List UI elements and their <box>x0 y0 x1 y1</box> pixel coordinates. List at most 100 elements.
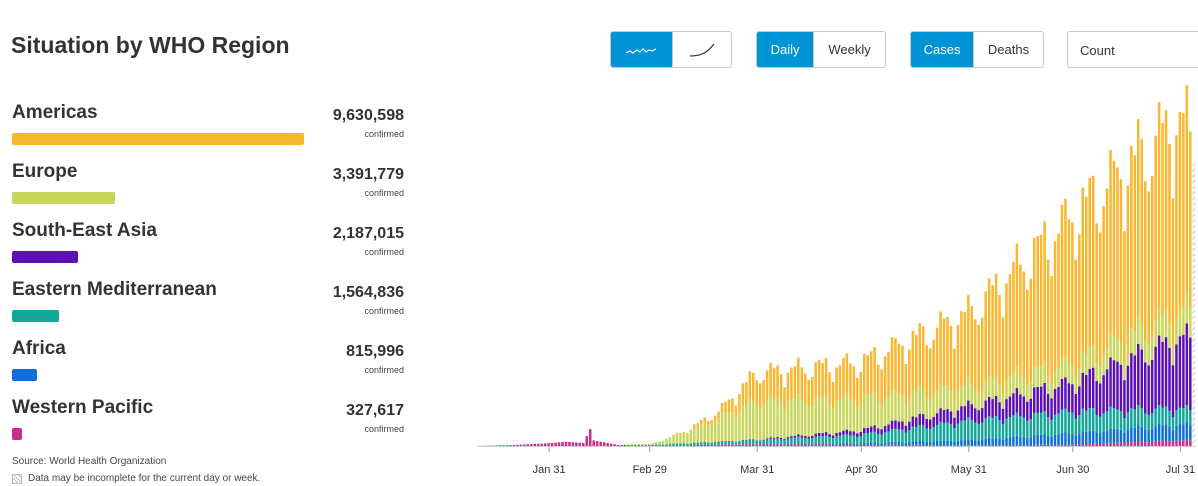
deaths-button[interactable]: Deaths <box>973 32 1043 67</box>
region-item[interactable]: South-East Asia 2,187,015 confirmed <box>0 220 410 275</box>
bar-africa <box>821 443 824 445</box>
bar-eastern-mediterranean <box>713 442 717 445</box>
bar-americas <box>859 372 863 405</box>
bar-western-pacific <box>755 444 758 446</box>
bar-eastern-mediterranean <box>863 433 866 443</box>
bar-western-pacific <box>585 436 589 446</box>
bar-americas <box>967 294 970 379</box>
bar-africa <box>866 442 869 445</box>
bar-americas <box>897 343 901 394</box>
bar-south-east-asia <box>908 421 911 430</box>
bar-south-east-asia <box>876 428 880 434</box>
bar-africa <box>856 443 859 445</box>
bar-europe <box>911 389 915 417</box>
bar-americas <box>821 362 824 398</box>
bar-eastern-mediterranean <box>1071 412 1074 434</box>
bar-europe <box>679 433 682 444</box>
bar-americas <box>1078 234 1081 369</box>
bar-eastern-mediterranean <box>738 441 741 445</box>
bar-americas <box>772 368 776 399</box>
bar-eastern-mediterranean <box>1140 407 1143 427</box>
bar-americas <box>793 366 797 399</box>
x-tick-label: Jun 30 <box>1056 464 1089 476</box>
bar-africa <box>1039 434 1043 445</box>
bar-africa <box>977 440 980 446</box>
bar-americas <box>1161 122 1164 315</box>
bar-africa <box>845 442 849 445</box>
bar-americas <box>866 355 869 396</box>
region-subtitle: confirmed <box>364 424 404 434</box>
region-subtitle: confirmed <box>364 188 404 198</box>
bar-africa <box>1026 437 1029 446</box>
bar-americas <box>942 318 946 387</box>
bar-south-east-asia <box>1171 365 1175 418</box>
daily-button[interactable]: Daily <box>757 32 814 67</box>
bar-americas <box>1182 113 1185 307</box>
bar-africa <box>800 443 804 445</box>
bar-western-pacific <box>908 444 911 446</box>
bar-africa <box>1064 432 1067 445</box>
bar-americas <box>762 379 765 406</box>
bar-eastern-mediterranean <box>960 420 963 441</box>
bar-eastern-mediterranean <box>856 436 859 444</box>
region-item[interactable]: Europe 3,391,779 confirmed <box>0 161 410 216</box>
bar-europe <box>814 396 817 434</box>
bar-europe <box>641 443 644 445</box>
region-item[interactable]: Africa 815,996 confirmed <box>0 338 410 393</box>
curve-chart-button[interactable] <box>671 32 731 67</box>
bar-americas <box>1098 232 1102 366</box>
region-item[interactable]: Western Pacific 327,617 confirmed <box>0 397 410 452</box>
bar-americas <box>1050 276 1053 383</box>
bar-africa <box>1053 434 1057 445</box>
bar-eastern-mediterranean <box>675 443 679 446</box>
bar-western-pacific <box>654 445 658 446</box>
bar-eastern-mediterranean <box>1154 408 1157 427</box>
bar-eastern-mediterranean <box>1088 408 1091 431</box>
weekly-button[interactable]: Weekly <box>813 32 885 67</box>
bar-western-pacific <box>651 445 654 446</box>
bar-eastern-mediterranean <box>1161 407 1164 426</box>
bar-americas <box>713 415 717 422</box>
bar-europe <box>661 440 665 445</box>
bar-western-pacific <box>668 445 672 446</box>
bar-africa <box>1022 437 1026 445</box>
x-tick-label: Apr 30 <box>845 464 877 476</box>
bar-americas <box>994 273 998 375</box>
bar-europe <box>797 393 800 435</box>
bar-south-east-asia <box>894 420 897 429</box>
bar-western-pacific <box>606 442 609 446</box>
bar-south-east-asia <box>991 399 994 418</box>
bar-western-pacific <box>942 445 946 446</box>
bar-south-east-asia <box>980 408 984 423</box>
bar-africa <box>928 441 932 446</box>
bar-south-east-asia <box>1088 368 1091 409</box>
bar-americas <box>1091 175 1095 346</box>
region-item[interactable]: Americas 9,630,598 confirmed <box>0 102 410 157</box>
bar-eastern-mediterranean <box>748 439 752 444</box>
line-chart-button[interactable] <box>611 32 672 67</box>
bar-south-east-asia <box>1157 335 1161 406</box>
count-select[interactable]: Count <box>1067 31 1198 68</box>
bar-europe <box>1119 342 1123 365</box>
bar-americas <box>824 357 828 395</box>
bar-south-east-asia <box>1074 393 1078 419</box>
chart-style-toggle <box>610 31 732 68</box>
bar-western-pacific <box>1185 439 1189 446</box>
bar-western-pacific <box>887 444 890 446</box>
bar-americas <box>1026 289 1029 386</box>
bar-western-pacific <box>1001 445 1005 446</box>
region-item[interactable]: Eastern Mediterranean 1,564,836 confirme… <box>0 279 410 334</box>
bar-americas <box>1116 167 1119 339</box>
bar-africa <box>852 443 856 445</box>
bar-eastern-mediterranean <box>1192 413 1196 428</box>
bar-eastern-mediterranean <box>1019 416 1022 437</box>
bar-europe <box>769 395 772 438</box>
bar-europe <box>1164 309 1168 338</box>
cases-button[interactable]: Cases <box>911 32 974 67</box>
bar-americas <box>1008 274 1012 378</box>
bar-africa <box>984 438 987 446</box>
bar-western-pacific <box>1005 445 1008 446</box>
bar-europe <box>1098 365 1102 384</box>
bar-south-east-asia <box>987 396 991 417</box>
bar-eastern-mediterranean <box>953 428 956 442</box>
